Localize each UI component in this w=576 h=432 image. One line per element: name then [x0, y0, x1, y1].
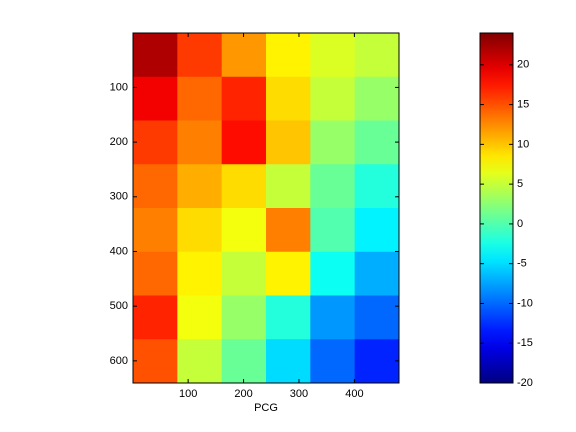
colorbar-tick-label: 5: [517, 178, 523, 190]
colorbar-tick-label: -15: [517, 337, 533, 349]
x-tick-label: 200: [234, 388, 252, 400]
image-cell: [310, 251, 356, 296]
image-cell: [177, 33, 223, 78]
image-cell: [177, 339, 223, 384]
image-cell: [221, 251, 267, 296]
image-cell: [177, 120, 223, 165]
image-cell: [177, 295, 223, 340]
image-cell: [177, 208, 223, 253]
image-cell: [221, 164, 267, 209]
image-cell: [354, 251, 400, 296]
image-cell: [354, 164, 400, 209]
y-tick-label: 300: [110, 191, 128, 203]
y-tick-label: 500: [110, 300, 128, 312]
y-tick-label: 200: [110, 136, 128, 148]
image-cell: [310, 120, 356, 165]
image-cell: [310, 76, 356, 121]
image-cell: [310, 295, 356, 340]
image-cell: [221, 33, 267, 78]
x-tick-label: 300: [290, 388, 308, 400]
colorbar: [479, 32, 514, 384]
colorbar-tick-label: 0: [517, 218, 523, 230]
image-cell: [133, 76, 178, 121]
image-cell: [133, 251, 178, 296]
image-cell: [221, 295, 267, 340]
image-cell: [133, 208, 178, 253]
colorbar-tick-label: -20: [517, 377, 533, 389]
image-cell: [133, 120, 178, 165]
image-cell: [133, 164, 178, 209]
image-cell: [221, 76, 267, 121]
image-cell: [310, 339, 356, 384]
colorbar-tick-label: 20: [517, 59, 529, 71]
image-cell: [266, 339, 311, 384]
image-cell: [354, 33, 400, 78]
image: [133, 33, 400, 384]
colorbar-tick-label: 10: [517, 138, 529, 150]
y-tick-label: 400: [110, 245, 128, 257]
image-cell: [221, 208, 267, 253]
image-cell: [266, 76, 311, 121]
colorbar-tick-label: 15: [517, 98, 529, 110]
image-cell: [221, 339, 267, 384]
x-axis-label: PCG: [254, 402, 278, 414]
colorbar-tick-label: -5: [517, 258, 527, 270]
image-cell: [177, 251, 223, 296]
image-cell: [354, 120, 400, 165]
image-cell: [354, 208, 400, 253]
image-cell: [266, 251, 311, 296]
image-cell: [133, 339, 178, 384]
image-cell: [310, 33, 356, 78]
image-cell: [310, 208, 356, 253]
x-tick-label: 100: [179, 388, 197, 400]
image-cell: [133, 33, 178, 78]
y-tick-label: 100: [110, 81, 128, 93]
axes-box: [132, 32, 400, 384]
image-cell: [266, 164, 311, 209]
image-cell: [266, 33, 311, 78]
image-cell: [266, 295, 311, 340]
image-cell: [221, 120, 267, 165]
image-cell: [133, 295, 178, 340]
x-tick-label: 400: [345, 388, 363, 400]
image-cell: [354, 295, 400, 340]
colorbar-tick-label: -10: [517, 297, 533, 309]
image-cell: [310, 164, 356, 209]
image-cell: [177, 164, 223, 209]
image-cell: [266, 120, 311, 165]
image-cell: [354, 76, 400, 121]
image-cell: [177, 76, 223, 121]
image-cell: [354, 339, 400, 384]
y-tick-label: 600: [110, 355, 128, 367]
image-cell: [266, 208, 311, 253]
